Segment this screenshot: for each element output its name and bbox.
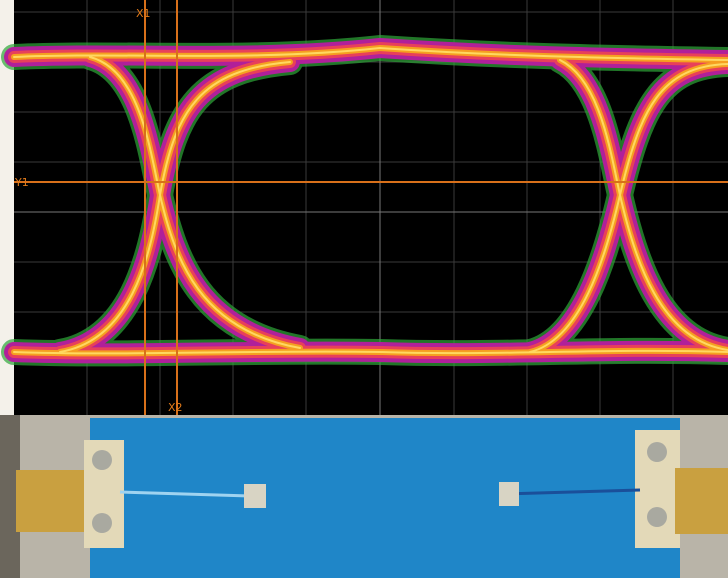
page: X1 X2 Y1 (() => { const data = JSON.pars… bbox=[0, 0, 728, 578]
screw bbox=[647, 507, 667, 527]
pad bbox=[244, 484, 266, 508]
cursor-label: X1 bbox=[136, 7, 151, 20]
screw bbox=[647, 442, 667, 462]
screenshot: X1 X2 Y1 bbox=[0, 0, 728, 578]
connector-right bbox=[675, 468, 728, 534]
screw bbox=[92, 513, 112, 533]
pad bbox=[499, 482, 519, 506]
circuit-board bbox=[90, 418, 680, 578]
cursor-label: Y1 bbox=[14, 176, 29, 189]
cursor-label: X2 bbox=[168, 401, 183, 414]
screw bbox=[92, 450, 112, 470]
